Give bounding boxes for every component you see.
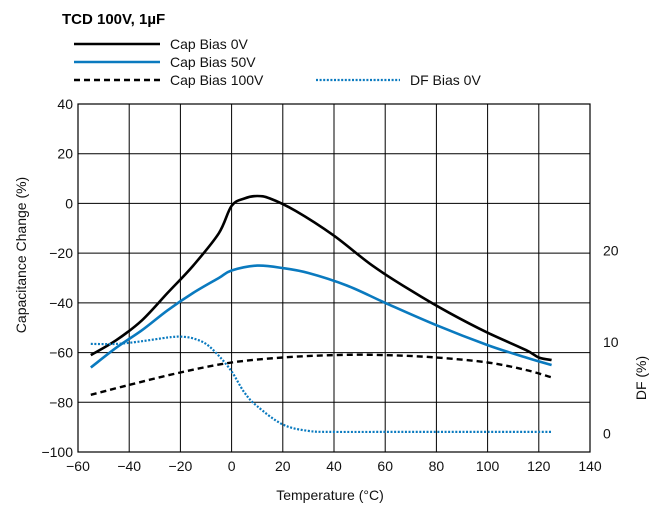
y-tick-label: −80 <box>49 394 73 410</box>
y-tick-label: −40 <box>49 295 73 311</box>
x-axis-title: Temperature (°C) <box>276 487 384 503</box>
y-axis-title: Capacitance Change (%) <box>13 177 29 333</box>
x-tick-label: −40 <box>117 458 141 474</box>
x-tick-label: 20 <box>275 458 291 474</box>
x-tick-label: 40 <box>326 458 342 474</box>
legend-label-cap-bias-50v: Cap Bias 50V <box>170 54 256 70</box>
plot-frame <box>77 103 591 453</box>
grid <box>77 103 591 453</box>
tick-labels: −60 −40 −20 0 20 40 60 80 100 120 140−100−80−60−40… <box>41 96 618 474</box>
legend-label-cap-bias-0v: Cap Bias 0V <box>170 36 248 52</box>
x-tick-label: −20 <box>169 458 193 474</box>
chart-title: TCD 100V, 1µF <box>62 11 165 28</box>
x-tick-label: 100 <box>476 458 500 474</box>
y2-tick-label: 0 <box>603 426 611 442</box>
y2-tick-label: 20 <box>603 243 619 259</box>
series-line-df-bias-0v <box>90 335 552 434</box>
legend: Cap Bias 0V Cap Bias 50V Cap Bias 100V DF B… <box>74 36 481 88</box>
x-tick-label: −60 <box>66 458 90 474</box>
y2-tick-label: 10 <box>603 334 619 350</box>
y-tick-label: −100 <box>41 444 73 460</box>
y2-axis-title: DF (%) <box>633 356 649 400</box>
y-tick-label: 0 <box>65 195 73 211</box>
y-tick-label: −20 <box>49 245 73 261</box>
x-tick-label: 80 <box>429 458 445 474</box>
legend-label-cap-bias-100v: Cap Bias 100V <box>170 72 264 88</box>
legend-label-df-bias-0v: DF Bias 0V <box>410 72 481 88</box>
series-line-cap-bias-100v <box>90 353 552 396</box>
series-line-cap-bias-0v <box>90 194 552 362</box>
series-line-cap-bias-50v <box>90 264 552 369</box>
y-tick-label: −60 <box>49 345 73 361</box>
y-tick-label: 40 <box>57 96 73 112</box>
x-tick-label: 140 <box>578 458 602 474</box>
x-tick-label: 0 <box>228 458 236 474</box>
x-tick-label: 60 <box>377 458 393 474</box>
y-tick-label: 20 <box>57 146 73 162</box>
plot-area <box>90 194 552 434</box>
x-tick-label: 120 <box>527 458 551 474</box>
